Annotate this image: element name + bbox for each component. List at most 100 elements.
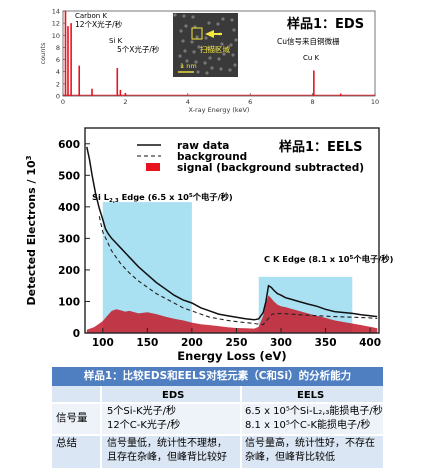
eds-inset-grain: [203, 61, 207, 65]
eels-plot-frame: [84, 127, 380, 334]
eds-signal-line2: 12个C-K光子/秒: [107, 420, 181, 431]
eds-inset-grain: [196, 70, 200, 74]
eels-xtick-label: 150: [136, 337, 158, 349]
eels-raw-line: [86, 146, 378, 321]
eds-inset-grain: [210, 66, 214, 70]
table-row: [52, 435, 383, 468]
eds-ytick-label: 8: [56, 44, 60, 52]
eds-inset-grain: [215, 47, 219, 51]
eels-background-line: [98, 216, 378, 326]
eels-xtick-label: 200: [181, 337, 203, 349]
eds-inset-grain: [192, 50, 196, 54]
row-label-summary: 总结: [56, 437, 77, 449]
eds-inset-grain: [178, 54, 182, 58]
eds-inset-grain: [181, 39, 185, 43]
eels-panel-label: 样品1：EELS: [279, 139, 362, 155]
row-label-signal: 信号量: [56, 412, 88, 424]
eels-legend-signal: signal (background subtracted): [177, 162, 364, 174]
eels-ytick-label: 200: [58, 265, 80, 277]
eels-ytick-label: 300: [58, 233, 80, 245]
eds-inset-grain: [197, 45, 201, 49]
eels-xtick-label: 100: [92, 337, 114, 349]
eds-inset-grain: [204, 36, 208, 40]
eds-inset-grain: [232, 28, 236, 32]
eels-legend-raw: raw data: [177, 140, 229, 152]
col-eds-header: EDS: [162, 390, 185, 401]
eds-inset-grain: [207, 21, 211, 25]
eels-si-edge-sub: 2,3: [109, 198, 119, 204]
eds-inset-grain: [228, 68, 232, 72]
eds-inset-grain: [191, 15, 195, 19]
eds-inset-grain: [229, 43, 233, 47]
eels-c-edge-label: C K Edge (8.1 x 105个电子/秒): [264, 254, 394, 264]
eds-xtick-label: 8: [311, 98, 315, 106]
eels-xtick-label: 300: [270, 337, 292, 349]
eds-ytick-label: 0: [56, 93, 60, 101]
eels-ytick-label: 600: [58, 139, 80, 151]
eds-inset-grain: [185, 59, 189, 63]
eds-cu-label: Cu K: [303, 54, 320, 62]
eds-inset-grain: [216, 22, 220, 26]
eds-si-label: Si K: [109, 37, 123, 45]
eds-xtick-label: 0: [61, 98, 65, 106]
eds-inset-arrow-head: [205, 30, 214, 38]
eds-xtick-label: 10: [371, 98, 379, 106]
eels-xtick-label: 400: [359, 337, 381, 349]
eds-xtick-label: 6: [248, 98, 252, 106]
eds-inset-grain: [230, 18, 234, 22]
eds-inset-grain: [205, 71, 209, 75]
eels-ylabel-sup: 3: [25, 155, 33, 160]
eds-xlabel: X-ray Energy (keV): [189, 106, 250, 114]
eds-chart: 0 2 4 6 8 10 12 14 0 2 4 6 8 10 X-ray Energy (keV) coun…: [39, 8, 379, 115]
eels-legend-bg: background: [177, 151, 247, 163]
eels-c-edge-sup: 5: [350, 255, 354, 261]
eds-summary-line2: 且存在杂峰，但峰背比较好: [107, 452, 227, 463]
eds-carbon-label: Carbon K: [75, 12, 107, 20]
eds-cu-note: Cu信号来自铜微栅: [277, 36, 340, 46]
eds-xtick-label: 2: [123, 98, 127, 106]
table-title: 样品1：比较EDS和EELS对轻元素（C和Si）的分析能力: [52, 367, 383, 386]
eds-inset-grain: [182, 14, 186, 18]
eds-inset-scale: 1 nm: [180, 62, 197, 70]
eds-inset-grain: [217, 57, 221, 61]
eels-signal-area: [86, 295, 378, 333]
eds-ytick-label: 6: [56, 56, 60, 64]
eds-si-rate: 5个X光子/秒: [117, 44, 160, 54]
eels-signal-line1: 6.5 x 10⁵个Si-L₂,₃能损电子/秒: [245, 406, 383, 417]
eels-ytick-label: 100: [58, 296, 80, 308]
eds-ytick-label: 14: [52, 8, 60, 16]
eels-xtick-label: 350: [315, 337, 337, 349]
eds-inset-grain: [208, 56, 212, 60]
eds-signal-line1: 5个Si-K光子/秒: [107, 406, 177, 417]
eels-si-edge-end: 个电子/秒): [192, 192, 233, 202]
eels-summary-line2: 杂峰，但峰背比较低: [245, 452, 335, 463]
eds-panel-label: 样品1：EDS: [287, 16, 364, 32]
eels-ylabel: Detected Electrons / 103: [25, 155, 38, 305]
eds-inset-grain: [206, 46, 210, 50]
eds-inset-grain: [231, 53, 235, 57]
eds-inset-grain: [195, 35, 199, 39]
table-row: [52, 403, 383, 435]
eds-inset-grain: [219, 67, 223, 71]
eds-ytick-label: 10: [52, 32, 60, 40]
eds-inset-grain: [179, 29, 183, 33]
eels-legend-signal-swatch: [146, 163, 160, 171]
eds-inset-image: [173, 13, 238, 77]
eels-ytick-label: 400: [58, 202, 80, 214]
eels-ytick-label: 0: [73, 328, 80, 340]
table-subheader: [52, 386, 383, 403]
eels-ytick-label: 500: [58, 170, 80, 182]
eels-signal-line2: 8.1 x 10⁵个C-K能损电子/秒: [245, 420, 371, 431]
eds-inset-grain: [222, 52, 226, 56]
eds-ytick-label: 12: [52, 20, 60, 28]
eels-c-edge-end: 个电子/秒): [352, 254, 393, 264]
eds-inset-grain: [233, 63, 237, 67]
eels-xlabel: Energy Loss (eV): [177, 349, 286, 363]
eds-inset-grain: [220, 42, 224, 46]
eds-summary-line1: 信号量低，统计性不理想，: [107, 438, 227, 449]
eds-inset-grain: [183, 49, 187, 53]
eds-ytick-label: 4: [56, 68, 60, 76]
eds-carbon-rate: 12个X光子/秒: [75, 19, 123, 29]
eds-panel-label-bg: [283, 13, 369, 33]
eds-inset-grain: [180, 64, 184, 68]
